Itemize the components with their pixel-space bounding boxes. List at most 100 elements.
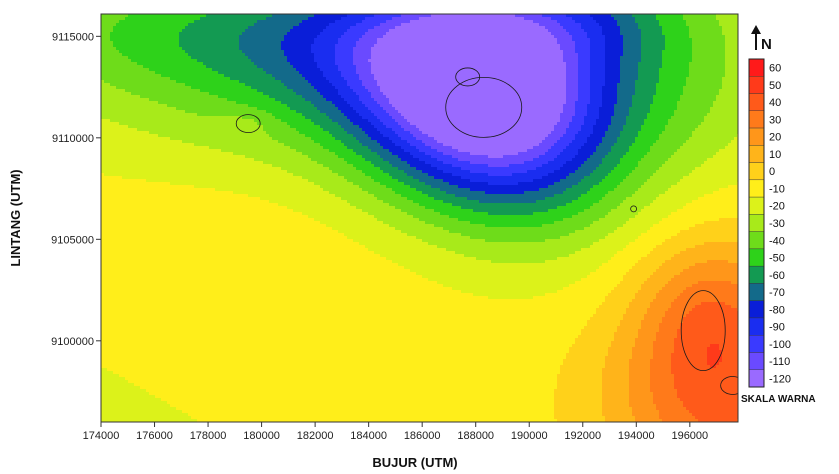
contour-cell bbox=[272, 65, 275, 68]
contour-cell bbox=[233, 71, 236, 74]
contour-cell bbox=[350, 38, 353, 41]
contour-cell bbox=[647, 29, 650, 32]
contour-cell bbox=[134, 59, 137, 62]
contour-cell bbox=[416, 68, 419, 71]
contour-cell bbox=[398, 38, 401, 41]
contour-cell bbox=[305, 56, 308, 59]
contour-cell bbox=[227, 44, 230, 47]
contour-cell bbox=[575, 41, 578, 44]
contour-cell bbox=[311, 38, 314, 41]
contour-cell bbox=[650, 68, 653, 71]
contour-cell bbox=[107, 62, 110, 65]
contour-cell bbox=[161, 68, 164, 71]
contour-cell bbox=[416, 50, 419, 53]
contour-cell bbox=[734, 29, 737, 32]
contour-cell bbox=[452, 44, 455, 47]
contour-cell bbox=[422, 56, 425, 59]
contour-cell bbox=[269, 74, 272, 77]
contour-cell bbox=[683, 41, 686, 44]
contour-cell bbox=[545, 50, 548, 53]
contour-cell bbox=[449, 38, 452, 41]
contour-cell bbox=[554, 23, 557, 26]
contour-cell bbox=[449, 74, 452, 77]
contour-cell bbox=[233, 50, 236, 53]
contour-cell bbox=[404, 62, 407, 65]
contour-cell bbox=[227, 17, 230, 20]
contour-cell bbox=[287, 35, 290, 38]
contour-cell bbox=[320, 53, 323, 56]
contour-cell bbox=[197, 32, 200, 35]
contour-cell bbox=[170, 17, 173, 20]
contour-cell bbox=[233, 26, 236, 29]
contour-cell bbox=[491, 32, 494, 35]
contour-cell bbox=[581, 17, 584, 20]
contour-cell bbox=[677, 23, 680, 26]
contour-cell bbox=[305, 38, 308, 41]
contour-cell bbox=[581, 56, 584, 59]
contour-cell bbox=[287, 32, 290, 35]
contour-cell bbox=[407, 44, 410, 47]
contour-cell bbox=[215, 62, 218, 65]
contour-cell bbox=[278, 59, 281, 62]
contour-cell bbox=[560, 62, 563, 65]
contour-cell bbox=[698, 20, 701, 23]
contour-cell bbox=[704, 59, 707, 62]
contour-cell bbox=[668, 50, 671, 53]
contour-cell bbox=[179, 56, 182, 59]
contour-cell bbox=[170, 32, 173, 35]
contour-cell bbox=[467, 56, 470, 59]
contour-cell bbox=[665, 38, 668, 41]
contour-cell bbox=[149, 29, 152, 32]
contour-cell bbox=[431, 38, 434, 41]
contour-cell bbox=[119, 32, 122, 35]
contour-cell bbox=[314, 29, 317, 32]
contour-cell bbox=[149, 35, 152, 38]
contour-cell bbox=[422, 20, 425, 23]
contour-cell bbox=[641, 62, 644, 65]
contour-cell bbox=[182, 53, 185, 56]
contour-cell bbox=[290, 38, 293, 41]
contour-cell bbox=[221, 41, 224, 44]
contour-cell bbox=[383, 26, 386, 29]
contour-cell bbox=[683, 20, 686, 23]
contour-cell bbox=[539, 50, 542, 53]
contour-cell bbox=[410, 50, 413, 53]
contour-cell bbox=[293, 32, 296, 35]
contour-cell bbox=[494, 32, 497, 35]
contour-cell bbox=[728, 59, 731, 62]
contour-cell bbox=[326, 68, 329, 71]
contour-cell bbox=[638, 62, 641, 65]
contour-cell bbox=[650, 53, 653, 56]
contour-cell bbox=[536, 26, 539, 29]
contour-cell bbox=[239, 17, 242, 20]
contour-cell bbox=[296, 47, 299, 50]
contour-cell bbox=[731, 53, 734, 56]
contour-cell bbox=[440, 71, 443, 74]
contour-cell bbox=[491, 44, 494, 47]
contour-cell bbox=[335, 65, 338, 68]
contour-cell bbox=[611, 50, 614, 53]
contour-cell bbox=[632, 50, 635, 53]
contour-cell bbox=[332, 29, 335, 32]
contour-cell bbox=[191, 65, 194, 68]
contour-cell bbox=[449, 53, 452, 56]
contour-cell bbox=[332, 32, 335, 35]
contour-cell bbox=[233, 74, 236, 77]
contour-cell bbox=[605, 53, 608, 56]
contour-cell bbox=[341, 47, 344, 50]
contour-cell bbox=[737, 50, 740, 53]
contour-cell bbox=[263, 56, 266, 59]
contour-cell bbox=[386, 47, 389, 50]
contour-cell bbox=[698, 17, 701, 20]
contour-cell bbox=[707, 44, 710, 47]
contour-cell bbox=[218, 38, 221, 41]
contour-cell bbox=[479, 35, 482, 38]
contour-cell bbox=[542, 44, 545, 47]
contour-cell bbox=[572, 17, 575, 20]
contour-cell bbox=[185, 68, 188, 71]
contour-cell bbox=[461, 56, 464, 59]
contour-cell bbox=[728, 38, 731, 41]
contour-cell bbox=[521, 68, 524, 71]
contour-cell bbox=[170, 47, 173, 50]
contour-cell bbox=[656, 71, 659, 74]
